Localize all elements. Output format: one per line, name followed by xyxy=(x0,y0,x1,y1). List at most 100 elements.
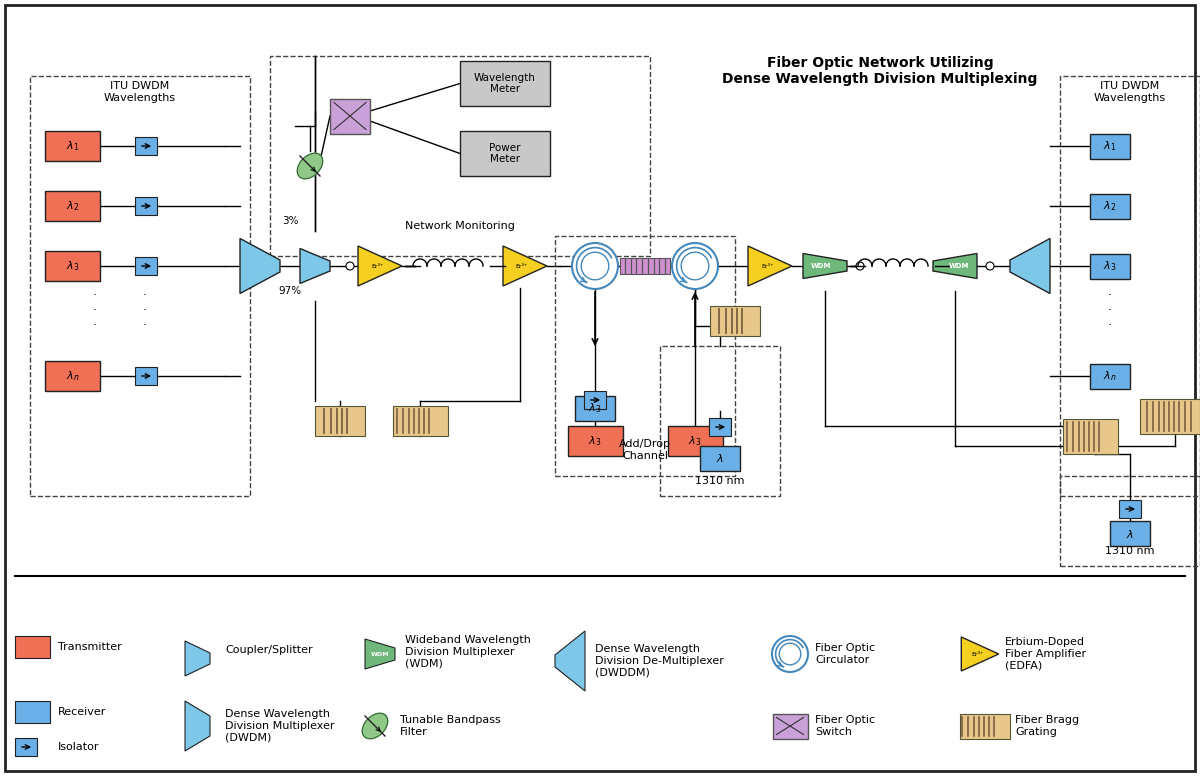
Text: 97%: 97% xyxy=(278,286,301,296)
Polygon shape xyxy=(365,639,395,669)
FancyBboxPatch shape xyxy=(314,406,365,436)
FancyBboxPatch shape xyxy=(1140,399,1200,434)
Polygon shape xyxy=(362,713,388,739)
Polygon shape xyxy=(1010,238,1050,293)
Text: $\lambda_1$: $\lambda_1$ xyxy=(1103,139,1117,153)
Circle shape xyxy=(682,252,709,280)
Text: WDM: WDM xyxy=(811,263,832,269)
Text: 3%: 3% xyxy=(282,216,299,226)
Polygon shape xyxy=(803,254,847,279)
Text: Er³⁺: Er³⁺ xyxy=(516,264,528,268)
FancyBboxPatch shape xyxy=(1090,363,1130,389)
Text: Power
Meter: Power Meter xyxy=(490,143,521,165)
FancyBboxPatch shape xyxy=(568,426,623,456)
Text: Network Monitoring: Network Monitoring xyxy=(406,221,515,231)
Circle shape xyxy=(772,636,808,672)
Text: Dense Wavelength
Division De-Multiplexer
(DWDDM): Dense Wavelength Division De-Multiplexer… xyxy=(595,644,724,677)
Circle shape xyxy=(672,243,718,289)
Circle shape xyxy=(856,262,864,270)
FancyBboxPatch shape xyxy=(575,396,616,421)
Text: Er³⁺: Er³⁺ xyxy=(371,264,383,268)
Text: Fiber Optic Network Utilizing
Dense Wavelength Division Multiplexing: Fiber Optic Network Utilizing Dense Wave… xyxy=(722,56,1038,86)
Text: $\lambda_2$: $\lambda_2$ xyxy=(1103,199,1117,213)
Circle shape xyxy=(986,262,994,270)
FancyBboxPatch shape xyxy=(46,361,100,391)
Text: Coupler/Splitter: Coupler/Splitter xyxy=(226,645,313,655)
Text: $\lambda_3$: $\lambda_3$ xyxy=(66,259,79,273)
Text: $\lambda$: $\lambda$ xyxy=(1126,528,1134,539)
Text: Fiber Optic
Circulator: Fiber Optic Circulator xyxy=(815,643,875,665)
Text: Tunable Bandpass
Filter: Tunable Bandpass Filter xyxy=(400,715,500,736)
Polygon shape xyxy=(358,246,402,286)
Polygon shape xyxy=(185,641,210,676)
FancyBboxPatch shape xyxy=(46,251,100,281)
Text: Receiver: Receiver xyxy=(58,707,107,717)
Text: $\lambda_3$: $\lambda_3$ xyxy=(1103,259,1117,273)
Polygon shape xyxy=(185,701,210,751)
Circle shape xyxy=(346,262,354,270)
Polygon shape xyxy=(934,254,977,279)
Text: Er³⁺: Er³⁺ xyxy=(971,652,983,656)
Text: $\lambda_3$: $\lambda_3$ xyxy=(588,402,601,415)
Text: Add/Drop
Channel: Add/Drop Channel xyxy=(619,439,671,461)
Circle shape xyxy=(779,643,800,665)
FancyBboxPatch shape xyxy=(1120,500,1141,518)
FancyBboxPatch shape xyxy=(14,738,37,756)
Polygon shape xyxy=(748,246,792,286)
FancyBboxPatch shape xyxy=(134,137,157,155)
Text: $\lambda_n$: $\lambda_n$ xyxy=(66,369,79,383)
FancyBboxPatch shape xyxy=(460,131,550,176)
Polygon shape xyxy=(503,246,547,286)
Text: ITU DWDM
Wavelengths: ITU DWDM Wavelengths xyxy=(104,81,176,102)
Text: WDM: WDM xyxy=(949,263,970,269)
FancyBboxPatch shape xyxy=(134,257,157,275)
FancyBboxPatch shape xyxy=(460,61,550,106)
FancyBboxPatch shape xyxy=(1090,254,1130,279)
FancyBboxPatch shape xyxy=(620,258,670,274)
Text: Er³⁺: Er³⁺ xyxy=(761,264,773,268)
Text: Fiber Bragg
Grating: Fiber Bragg Grating xyxy=(1015,715,1079,736)
Text: 1310 nm: 1310 nm xyxy=(695,476,745,486)
Text: $\lambda_3$: $\lambda_3$ xyxy=(588,434,601,448)
Circle shape xyxy=(572,243,618,289)
FancyBboxPatch shape xyxy=(700,446,740,471)
Text: $\lambda_1$: $\lambda_1$ xyxy=(66,139,79,153)
Text: $\lambda_2$: $\lambda_2$ xyxy=(66,199,79,213)
Text: ·
·
·: · · · xyxy=(94,289,97,332)
FancyBboxPatch shape xyxy=(773,713,808,739)
Text: Wideband Wavelength
Division Multiplexer
(WDM): Wideband Wavelength Division Multiplexer… xyxy=(406,636,530,669)
Text: ·
·
·: · · · xyxy=(143,289,148,332)
FancyBboxPatch shape xyxy=(710,306,760,336)
FancyBboxPatch shape xyxy=(709,418,731,436)
FancyBboxPatch shape xyxy=(1110,521,1150,546)
FancyBboxPatch shape xyxy=(134,367,157,385)
Text: Transmitter: Transmitter xyxy=(58,642,121,652)
FancyBboxPatch shape xyxy=(1062,418,1117,453)
Circle shape xyxy=(581,252,608,280)
FancyBboxPatch shape xyxy=(14,701,50,723)
FancyBboxPatch shape xyxy=(392,406,448,436)
FancyBboxPatch shape xyxy=(14,636,50,658)
Text: Dense Wavelength
Division Multiplexer
(DWDM): Dense Wavelength Division Multiplexer (D… xyxy=(226,709,335,743)
FancyBboxPatch shape xyxy=(1090,133,1130,158)
FancyBboxPatch shape xyxy=(330,99,370,133)
Polygon shape xyxy=(961,637,998,671)
Text: Erbium-Doped
Fiber Amplifier
(EDFA): Erbium-Doped Fiber Amplifier (EDFA) xyxy=(1006,637,1086,670)
Text: ·
·
·: · · · xyxy=(1108,289,1112,332)
FancyBboxPatch shape xyxy=(667,426,722,456)
Polygon shape xyxy=(554,631,586,691)
Text: Isolator: Isolator xyxy=(58,742,100,752)
Text: 1310 nm: 1310 nm xyxy=(1105,546,1154,556)
FancyBboxPatch shape xyxy=(134,197,157,215)
Text: $\lambda$: $\lambda$ xyxy=(716,452,724,465)
FancyBboxPatch shape xyxy=(46,191,100,221)
Polygon shape xyxy=(298,154,323,178)
Text: $\lambda_n$: $\lambda_n$ xyxy=(1103,369,1117,383)
Text: Fiber Optic
Switch: Fiber Optic Switch xyxy=(815,715,875,736)
FancyBboxPatch shape xyxy=(1090,193,1130,219)
Polygon shape xyxy=(300,248,330,283)
Text: ITU DWDM
Wavelengths: ITU DWDM Wavelengths xyxy=(1094,81,1166,102)
FancyBboxPatch shape xyxy=(584,391,606,409)
Text: $\lambda_3$: $\lambda_3$ xyxy=(689,434,702,448)
Text: WDM: WDM xyxy=(371,652,389,656)
